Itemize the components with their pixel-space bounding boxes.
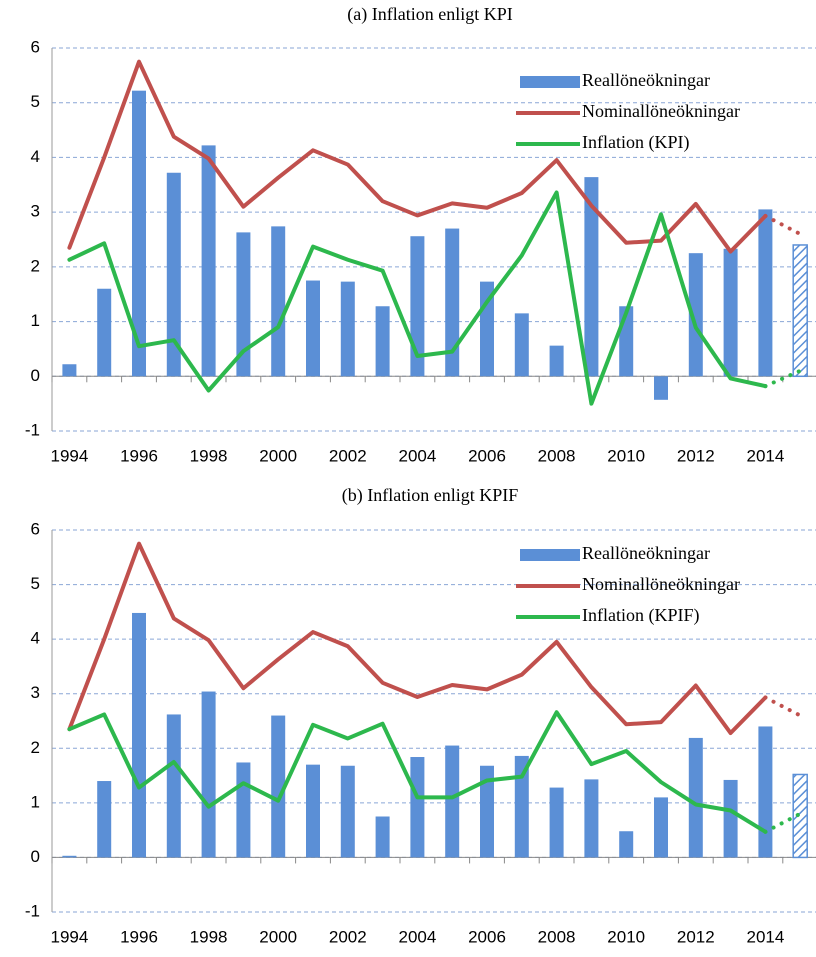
bar <box>514 313 529 377</box>
y-tick-label: 6 <box>31 519 40 538</box>
bar <box>97 288 112 377</box>
chart-title: (a) Inflation enligt KPI <box>347 4 512 25</box>
bar <box>236 762 251 858</box>
bar <box>792 244 808 378</box>
y-tick-label: 0 <box>31 366 40 385</box>
bar <box>758 209 773 377</box>
y-tick-label: 4 <box>31 147 40 166</box>
forecast-line <box>763 695 803 718</box>
y-tick-label: 1 <box>31 792 40 811</box>
x-tick-label: 2012 <box>677 446 715 465</box>
legend-label: Reallöneökningar <box>582 543 710 563</box>
bar <box>723 779 738 858</box>
legend-swatch <box>520 76 580 88</box>
bar <box>340 281 355 377</box>
bar <box>306 280 320 377</box>
x-tick-label: 2000 <box>259 446 297 465</box>
bar <box>306 764 320 858</box>
line <box>67 710 768 834</box>
x-tick-label: 1994 <box>50 446 88 465</box>
forecast-line <box>763 368 803 389</box>
bar <box>410 757 425 858</box>
line <box>67 190 768 406</box>
bar <box>792 773 808 859</box>
bar <box>619 831 634 858</box>
x-tick-label: 1998 <box>190 446 228 465</box>
x-tick-label: 2010 <box>607 446 645 465</box>
x-tick-label: 2006 <box>468 927 506 946</box>
bar <box>132 612 146 858</box>
x-tick-label: 2014 <box>746 927 784 946</box>
x-tick-label: 2012 <box>677 927 715 946</box>
x-tick-label: 2000 <box>259 927 297 946</box>
forecast-line <box>763 811 803 834</box>
y-tick-label: 0 <box>31 847 40 866</box>
x-tick-label: 2010 <box>607 927 645 946</box>
bar <box>201 691 216 858</box>
y-tick-label: 6 <box>31 37 40 56</box>
y-tick-label: 5 <box>31 92 40 111</box>
y-tick-label: 2 <box>31 256 40 275</box>
bar <box>584 177 599 377</box>
legend-label: Nominallöneökningar <box>582 101 740 121</box>
bar <box>445 745 460 858</box>
y-tick-label: -1 <box>25 420 40 439</box>
chart-title: (b) Inflation enligt KPIF <box>342 485 518 506</box>
x-tick-label: 2004 <box>398 927 436 946</box>
bar <box>236 232 251 377</box>
y-tick-label: 3 <box>31 683 40 702</box>
bar <box>132 90 146 377</box>
bar <box>688 737 703 858</box>
bar <box>166 172 181 377</box>
bar <box>166 714 181 858</box>
x-tick-label: 2002 <box>329 446 367 465</box>
x-tick-label: 1996 <box>120 927 158 946</box>
bar <box>271 715 286 858</box>
x-tick-label: 2008 <box>538 446 576 465</box>
bar <box>340 765 355 858</box>
legend-label: Reallöneökningar <box>582 70 710 90</box>
bar <box>410 236 425 377</box>
y-tick-label: 3 <box>31 202 40 221</box>
bar <box>97 781 112 858</box>
x-tick-label: 1998 <box>190 927 228 946</box>
legend-label: Nominallöneökningar <box>582 574 740 594</box>
y-tick-label: 2 <box>31 738 40 757</box>
bar <box>62 855 77 858</box>
x-tick-label: 1994 <box>50 927 88 946</box>
bar <box>654 797 668 858</box>
bar <box>758 726 773 858</box>
bar <box>723 248 738 377</box>
x-tick-label: 2004 <box>398 446 436 465</box>
bar <box>62 364 77 377</box>
bar <box>271 226 286 377</box>
y-tick-label: 4 <box>31 629 40 648</box>
y-tick-label: 5 <box>31 574 40 593</box>
bar <box>445 228 460 377</box>
line <box>67 541 768 736</box>
bar <box>654 376 668 400</box>
x-tick-label: 2002 <box>329 927 367 946</box>
forecast-line <box>763 213 803 237</box>
x-tick-label: 2014 <box>746 446 784 465</box>
x-tick-label: 1996 <box>120 446 158 465</box>
bar <box>514 755 529 858</box>
legend-label: Inflation (KPI) <box>582 132 689 153</box>
legend-swatch <box>520 549 580 561</box>
bar <box>549 345 564 377</box>
y-tick-label: 1 <box>31 311 40 330</box>
bar <box>480 765 494 858</box>
x-tick-label: 2006 <box>468 446 506 465</box>
x-tick-label: 2008 <box>538 927 576 946</box>
y-tick-label: -1 <box>25 901 40 920</box>
bar <box>201 145 216 377</box>
legend-label: Inflation (KPIF) <box>582 605 699 626</box>
bar <box>549 787 564 858</box>
bar <box>688 253 703 377</box>
bar <box>375 816 390 858</box>
bar <box>584 779 599 858</box>
bar <box>375 306 390 377</box>
